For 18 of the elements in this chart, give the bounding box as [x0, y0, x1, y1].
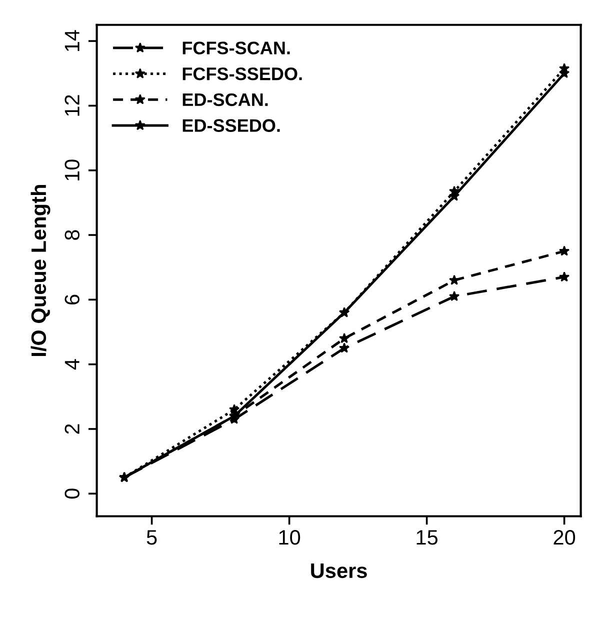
- y-axis-title: I/O Queue Length: [30, 185, 50, 356]
- legend-label: ED-SSEDO.: [182, 119, 280, 132]
- legend-label: ED-SCAN.: [182, 93, 268, 106]
- y-tick-label: 2: [64, 424, 80, 434]
- x-tick-label: 5: [146, 530, 157, 545]
- y-tick-label: 12: [64, 95, 80, 116]
- legend-label: FCFS-SCAN.: [182, 42, 290, 54]
- y-tick-label: 0: [64, 488, 80, 499]
- y-tick-label: 4: [64, 359, 80, 370]
- x-tick-label: 10: [279, 530, 300, 545]
- y-tick-label: 6: [64, 294, 80, 304]
- y-tick-label: 14: [64, 30, 80, 52]
- x-tick-label: 15: [416, 530, 438, 545]
- legend-label: FCFS-SSEDO.: [182, 67, 302, 80]
- y-tick-label: 10: [64, 160, 80, 180]
- x-axis-title: Users: [311, 564, 367, 578]
- y-tick-label: 8: [64, 230, 80, 240]
- x-tick-label: 20: [554, 530, 576, 545]
